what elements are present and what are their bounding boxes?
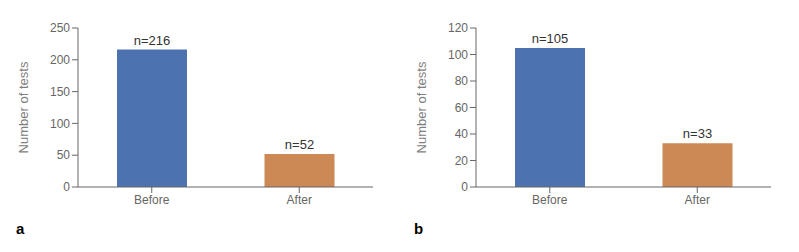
svg-text:After: After (685, 193, 710, 207)
html-text:a: a (16, 220, 25, 237)
svg-text:150: 150 (50, 85, 70, 99)
svg-text:0: 0 (63, 180, 70, 194)
svg-text:Number of tests: Number of tests (16, 61, 31, 153)
svg-text:20: 20 (455, 154, 469, 168)
svg-text:100: 100 (50, 117, 70, 131)
svg-text:0: 0 (461, 180, 468, 194)
svg-text:50: 50 (57, 148, 71, 162)
svg-text:100: 100 (448, 48, 468, 62)
svg-text:n=105: n=105 (532, 31, 569, 46)
svg-text:60: 60 (455, 101, 469, 115)
svg-text:Before: Before (532, 193, 568, 207)
svg-text:After: After (287, 193, 312, 207)
svg-text:n=33: n=33 (683, 126, 712, 141)
svg-text:200: 200 (50, 53, 70, 67)
svg-text:40: 40 (455, 127, 469, 141)
svg-text:120: 120 (448, 21, 468, 35)
svg-text:80: 80 (455, 74, 469, 88)
svg-text:n=52: n=52 (285, 137, 314, 152)
svg-text:Before: Before (134, 193, 170, 207)
svg-text:n=216: n=216 (134, 33, 171, 48)
svg-text:Number of tests: Number of tests (414, 61, 429, 153)
html-text:b: b (414, 220, 424, 237)
svg-text:250: 250 (50, 21, 70, 35)
